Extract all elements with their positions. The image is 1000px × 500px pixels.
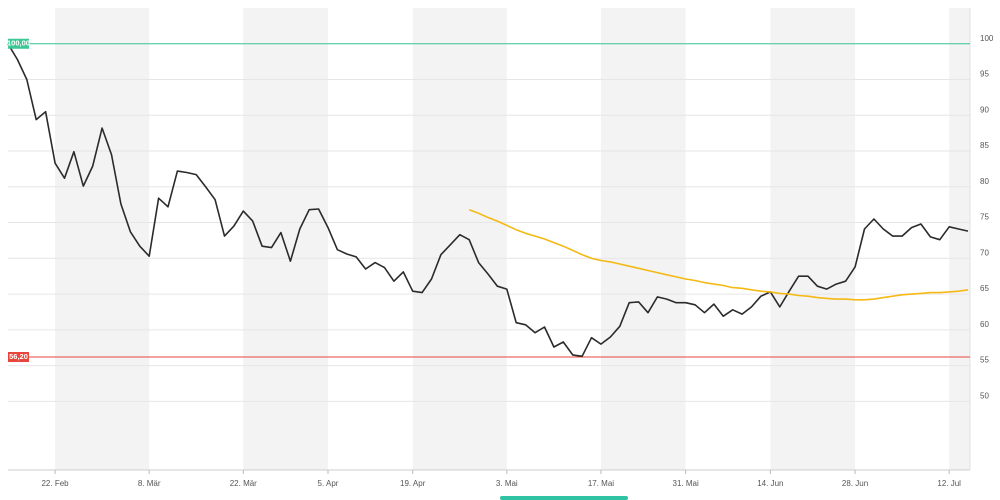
band [412,8,507,470]
y-tick-label: 65 [980,284,989,293]
band [243,8,328,470]
scrollbar[interactable] [500,496,628,500]
x-tick-label: 5. Apr [318,479,339,488]
y-tick-label: 85 [980,141,989,150]
reference-label: 100,00 [7,39,30,48]
series-line [7,43,969,358]
x-tick-label: 8. Mär [138,479,161,488]
band [600,8,686,470]
series-line [468,208,969,301]
x-tick-label: 28. Jun [842,479,868,488]
x-tick-label: 3. Mai [496,479,518,488]
x-tick-label: 22. Mär [230,479,257,488]
x-tick-label: 19. Apr [400,479,426,488]
y-tick-label: 100 [980,34,994,43]
x-tick-label: 31. Mai [673,479,699,488]
x-tick-label: 22. Feb [41,479,69,488]
x-tick-label: 14. Jun [757,479,783,488]
x-tick-label: 12. Jul [937,479,961,488]
x-tick-label: 17. Mai [588,479,614,488]
y-tick-label: 90 [980,105,989,114]
plot: 50 55 60 65 70 75 80 85 90 95 100 22. Feb 8. Mär 22. … [7,8,994,488]
y-tick-label: 70 [980,248,989,257]
y-tick-label: 95 [980,70,989,79]
band [949,8,970,470]
y-tick-label: 50 [980,391,989,400]
band [770,8,856,470]
y-tick-label: 75 [980,213,989,222]
reference-label-box [8,352,29,363]
y-tick-label: 80 [980,177,989,186]
band [55,8,150,470]
y-tick-label: 60 [980,320,989,329]
y-tick-label: 55 [980,356,989,365]
reference-label-box [8,38,29,49]
reference-label: 56,20 [9,352,28,361]
